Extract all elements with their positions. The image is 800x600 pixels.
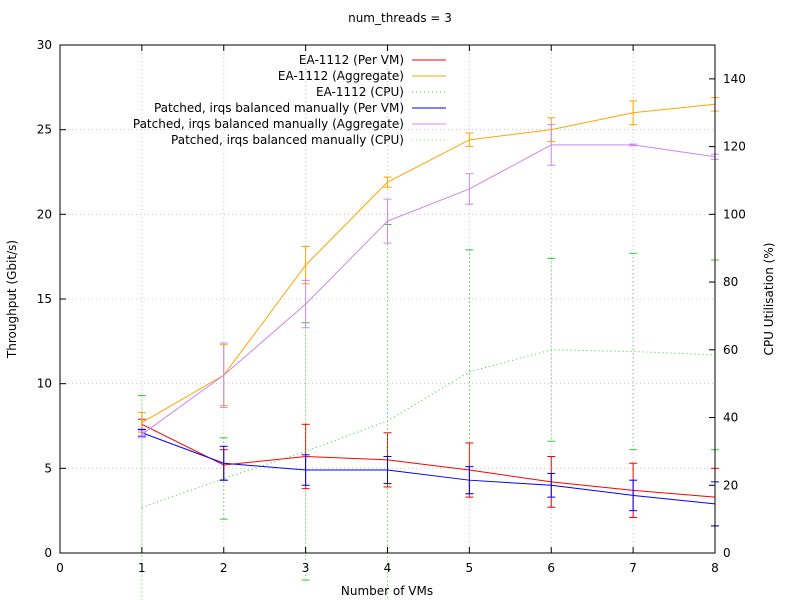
error-bar bbox=[629, 252, 638, 451]
x-tick-label: 5 bbox=[466, 561, 474, 575]
series-line bbox=[141, 349, 716, 508]
legend-label: Patched, irqs balanced manually (Per VM) bbox=[154, 101, 404, 115]
y-tick-label: 25 bbox=[37, 123, 52, 137]
y-tick-label: 10 bbox=[37, 377, 52, 391]
y2-tick-label: 60 bbox=[723, 343, 738, 357]
legend-item: Patched, irqs balanced manually (CPU) bbox=[171, 133, 446, 147]
legend-label: EA-1112 (Aggregate) bbox=[278, 69, 404, 83]
series-ea-1112-aggregate bbox=[137, 96, 719, 434]
chart-title: num_threads = 3 bbox=[348, 11, 452, 25]
legend-item: Patched, irqs balanced manually (Per VM) bbox=[154, 101, 446, 115]
y2-tick-label: 40 bbox=[723, 411, 738, 425]
x-tick-label: 2 bbox=[220, 561, 228, 575]
y-axis-label: Throughput (Gbit/s) bbox=[5, 240, 19, 359]
y2-tick-label: 80 bbox=[723, 275, 738, 289]
x-tick-label: 0 bbox=[56, 561, 64, 575]
error-bar bbox=[547, 257, 556, 442]
legend-label: Patched, irqs balanced manually (Aggrega… bbox=[133, 117, 404, 131]
legend: EA-1112 (Per VM) EA-1112 (Aggregate) EA-11… bbox=[133, 53, 446, 147]
y-tick-label: 15 bbox=[37, 292, 52, 306]
y-tick-label: 5 bbox=[44, 461, 52, 475]
y2-tick-label: 120 bbox=[723, 140, 746, 154]
x-tick-label: 3 bbox=[302, 561, 310, 575]
y2-tick-label: 20 bbox=[723, 478, 738, 492]
legend-label: EA-1112 (CPU) bbox=[316, 85, 404, 99]
legend-item: EA-1112 (CPU) bbox=[316, 85, 446, 99]
y2-axis-label: CPU Utilisation (%) bbox=[762, 243, 776, 356]
series-line bbox=[141, 144, 716, 435]
legend-label: EA-1112 (Per VM) bbox=[299, 53, 404, 67]
plot-series bbox=[137, 96, 719, 600]
x-tick-label: 6 bbox=[547, 561, 555, 575]
series-patched-irqs-balanced-manually-aggregate bbox=[137, 124, 719, 439]
x-tick-label: 1 bbox=[138, 561, 146, 575]
error-bar bbox=[383, 223, 392, 600]
error-bar bbox=[137, 395, 146, 600]
legend-label: Patched, irqs balanced manually (CPU) bbox=[171, 133, 404, 147]
x-tick-label: 7 bbox=[629, 561, 637, 575]
y2-tick-label: 0 bbox=[723, 546, 731, 560]
series-ea-1112-cpu bbox=[137, 223, 719, 600]
series-ea-1112-per-vm bbox=[137, 418, 719, 527]
series-line bbox=[141, 103, 716, 424]
legend-item: Patched, irqs balanced manually (Aggrega… bbox=[133, 117, 446, 131]
y2-tick-label: 100 bbox=[723, 207, 746, 221]
x-tick-label: 8 bbox=[711, 561, 719, 575]
x-axis-label: Number of VMs bbox=[341, 584, 433, 598]
y-tick-label: 30 bbox=[37, 38, 52, 52]
legend-item: EA-1112 (Per VM) bbox=[299, 53, 446, 67]
y2-tick-label: 140 bbox=[723, 72, 746, 86]
x-tick-label: 4 bbox=[384, 561, 392, 575]
y-tick-label: 0 bbox=[44, 546, 52, 560]
legend-item: EA-1112 (Aggregate) bbox=[278, 69, 446, 83]
series-line bbox=[141, 423, 716, 498]
y-tick-label: 20 bbox=[37, 207, 52, 221]
series-line bbox=[141, 432, 716, 505]
